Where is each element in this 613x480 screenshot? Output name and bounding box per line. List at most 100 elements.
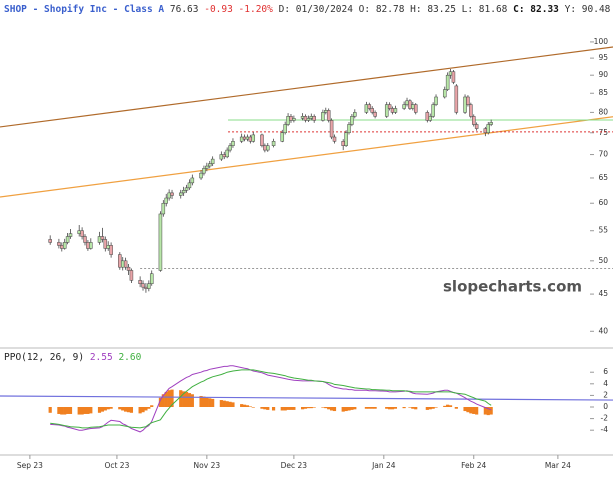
indicator-line (50, 365, 492, 433)
candle-body (239, 136, 244, 142)
histogram-bar (103, 407, 107, 411)
histogram-bar (83, 407, 87, 414)
candle-body (129, 270, 134, 281)
candle-body (384, 104, 389, 117)
histogram-bar (414, 407, 418, 410)
candle-body (312, 116, 316, 121)
histogram-bar (327, 407, 331, 410)
histogram-bar (286, 407, 290, 410)
candle-body (431, 104, 435, 117)
candle-body (266, 145, 270, 151)
candle-body (97, 236, 102, 243)
histogram-bar (332, 407, 337, 412)
y-tick-label: 85 (598, 88, 608, 97)
candle-body (411, 104, 415, 109)
candle-body (402, 104, 406, 109)
histogram-bar (248, 406, 252, 408)
indicator-name: PPO(12, 26, 9) (4, 352, 84, 363)
histogram-bar (124, 407, 128, 412)
histogram-bar (106, 407, 110, 410)
candle-body (106, 245, 110, 249)
histogram-bar (390, 407, 395, 410)
candle-body (300, 116, 305, 119)
histogram-bar (231, 402, 235, 408)
candle-body (486, 124, 491, 134)
candle-body (408, 100, 412, 109)
histogram-bar (89, 407, 93, 414)
quote-part: Y: 90.48 (565, 4, 611, 15)
histogram-bar (329, 407, 334, 411)
y-tick-label: 100 (594, 37, 609, 46)
candle-body (161, 202, 166, 215)
candle-body (222, 154, 227, 158)
candle-body (190, 177, 195, 184)
histogram-bar (48, 407, 52, 413)
indicator-line (50, 369, 492, 429)
histogram-bar (300, 407, 305, 410)
y-tick-label: 75 (598, 128, 608, 137)
histogram-bar (190, 394, 194, 408)
histogram-bar (147, 407, 151, 409)
candle-body (463, 96, 467, 113)
candle-body (341, 141, 345, 146)
histogram-bar (324, 407, 328, 409)
candle-body (170, 192, 174, 196)
candle-body (466, 96, 470, 105)
histogram-bar (303, 407, 308, 409)
histogram-bar (205, 397, 209, 408)
y-tick-label: 70 (598, 150, 608, 159)
x-tick-label: Sep 23 (17, 461, 43, 470)
histogram-bar (425, 407, 429, 410)
quote-header: SHOP - Shopify Inc - Class A 76.63 -0.93… (4, 4, 611, 15)
candle-body (324, 110, 328, 113)
candle-body (86, 242, 90, 249)
histogram-bar (271, 407, 276, 411)
y-tick-label: 6 (603, 367, 608, 376)
histogram-bar (266, 407, 270, 410)
candle-body (184, 187, 189, 191)
y-tick-label: 0 (603, 402, 608, 411)
histogram-bar (321, 407, 325, 408)
histogram-bar (469, 407, 473, 414)
histogram-bar (245, 405, 250, 408)
candle-body (149, 273, 154, 284)
y-tick-label: 55 (598, 226, 608, 235)
histogram-bar (144, 407, 148, 411)
quote-part: SHOP - Shopify Inc - Class A (4, 4, 164, 15)
y-tick-label: 90 (598, 70, 608, 79)
y-tick-label: 45 (598, 289, 608, 298)
quote-part: 76.63 (170, 4, 199, 15)
candle-body (353, 112, 357, 117)
candle-body (350, 116, 354, 125)
histogram-bar (373, 407, 377, 409)
candle-body (283, 124, 287, 134)
histogram-bar (167, 390, 171, 408)
histogram-bar (118, 407, 122, 410)
candle-body (57, 242, 61, 246)
candle-body (260, 134, 264, 146)
candle-body (158, 213, 163, 271)
candle-body (471, 116, 476, 125)
histogram-bar (344, 407, 348, 412)
histogram-bar (150, 405, 154, 408)
histogram-bar (347, 407, 351, 411)
histogram-bar (280, 407, 284, 411)
histogram-bar (202, 396, 206, 408)
histogram-bar (408, 407, 412, 408)
histogram-bar (466, 407, 470, 413)
histogram-bar (97, 407, 102, 413)
histogram-bar (60, 407, 64, 415)
histogram-bar (431, 407, 435, 409)
histogram-bar (475, 407, 479, 415)
candle-body (118, 254, 122, 268)
histogram-bar (411, 407, 415, 409)
histogram-bar (184, 391, 189, 408)
histogram-bar (126, 407, 131, 413)
candle-body (60, 245, 64, 249)
histogram-bar (129, 407, 134, 413)
histogram-bar (454, 407, 458, 409)
candle-body (469, 104, 473, 117)
histogram-bar (57, 407, 61, 414)
histogram-bar (309, 407, 313, 409)
histogram-bar (283, 407, 287, 411)
